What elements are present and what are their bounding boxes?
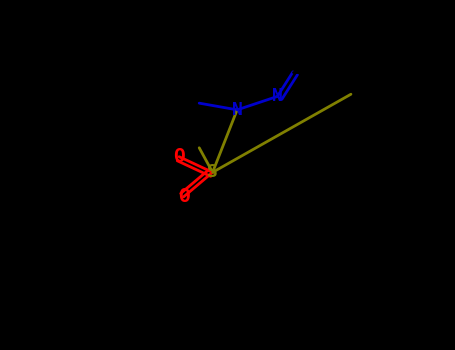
Text: O: O <box>178 187 189 206</box>
Text: O: O <box>173 147 185 166</box>
Text: S: S <box>207 163 218 181</box>
Text: N: N <box>272 88 283 105</box>
Text: N: N <box>232 101 243 119</box>
